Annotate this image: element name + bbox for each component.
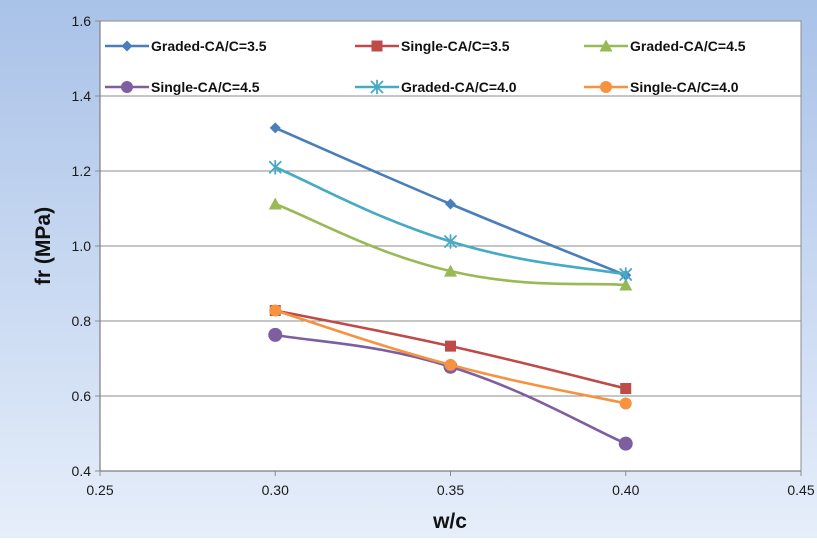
marker-circle: [600, 81, 612, 93]
x-tick-label: 0.25: [86, 482, 113, 498]
marker-square: [371, 40, 383, 52]
y-tick-label: 0.6: [72, 388, 92, 404]
y-tick-label: 1.6: [72, 13, 92, 29]
legend-label: Graded-CA/C=3.5: [151, 38, 267, 54]
marker-circle: [268, 327, 283, 342]
legend-item-4: Single-CA/C=4.5: [105, 79, 260, 95]
legend-label: Graded-CA/C=4.5: [630, 38, 746, 54]
legend-label: Graded-CA/C=4.0: [401, 79, 517, 95]
series-3: [268, 197, 633, 291]
series-group: [268, 122, 633, 451]
marker-asterisk: [268, 159, 282, 175]
marker-diamond: [121, 40, 133, 52]
marker-square: [620, 383, 632, 394]
y-tick-label: 1.2: [72, 163, 92, 179]
y-tick-label: 1.4: [72, 88, 92, 104]
series-5: [268, 159, 633, 282]
y-tick-label: 1.0: [72, 238, 92, 254]
marker-circle: [618, 436, 633, 451]
marker-asterisk: [370, 79, 384, 95]
marker-triangle: [619, 278, 633, 291]
marker-asterisk: [444, 234, 457, 249]
legend-item-1: Graded-CA/C=3.5: [105, 38, 267, 54]
marker-circle: [121, 81, 133, 93]
y-tick-label: 0.8: [72, 313, 92, 329]
marker-triangle: [599, 39, 613, 52]
x-tick-label: 0.45: [787, 482, 814, 498]
marker-triangle: [268, 197, 282, 210]
marker-square: [445, 340, 456, 352]
legend-item-3: Graded-CA/C=4.5: [584, 38, 746, 54]
legend-item-5: Graded-CA/C=4.0: [355, 79, 517, 95]
series-6: [269, 304, 632, 410]
x-tick-label: 0.40: [612, 482, 639, 498]
y-tick-label: 0.4: [72, 463, 92, 479]
legend: Graded-CA/C=3.5 Single-CA/C=3.5 Graded-CA/…: [105, 38, 746, 95]
legend-label: Single-CA/C=4.5: [151, 79, 260, 95]
marker-circle: [444, 358, 457, 371]
marker-asterisk: [619, 267, 633, 282]
marker-diamond: [269, 122, 281, 134]
legend-label: Single-CA/C=4.0: [630, 79, 739, 95]
x-tick-label: 0.30: [262, 482, 289, 498]
axes: 0.4 0.6 0.8 1.0 1.2 1.4 1.6 0.25 0.30 0.35 0.40 0.4…: [72, 13, 815, 498]
x-axis-title: w/c: [432, 510, 467, 533]
marker-circle: [619, 397, 632, 410]
marker-circle: [269, 304, 282, 317]
legend-label: Single-CA/C=3.5: [401, 38, 510, 54]
y-axis-title: fr (MPa): [32, 207, 55, 285]
x-tick-label: 0.35: [437, 482, 464, 498]
marker-triangle: [444, 264, 457, 277]
legend-item-2: Single-CA/C=3.5: [355, 38, 510, 54]
marker-diamond: [445, 198, 456, 210]
legend-item-6: Single-CA/C=4.0: [584, 79, 739, 95]
